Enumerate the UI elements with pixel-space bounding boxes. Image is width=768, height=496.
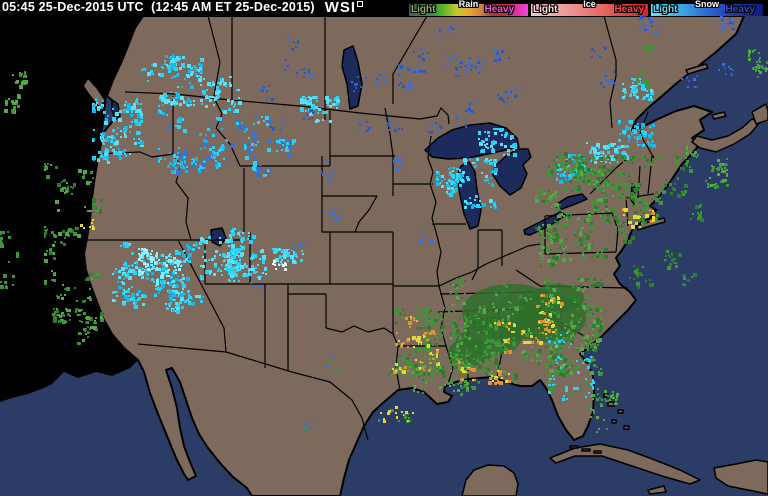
legend-snow-heavy-label: Heavy — [725, 4, 755, 15]
pacific-no-coverage-mask — [0, 16, 143, 402]
radar-map — [0, 16, 768, 496]
legend-snow-bar: Snow Light Heavy — [651, 0, 763, 16]
florida-keys — [569, 445, 602, 454]
legend-rain-label: Rain — [458, 0, 479, 9]
lake-huron — [492, 148, 532, 196]
anticosti-island — [685, 63, 709, 75]
legend-snow-light-label: Light — [653, 4, 678, 15]
lake-michigan — [457, 161, 482, 230]
legend-rain-light-label: Light — [411, 4, 436, 15]
yucatan-peninsula — [461, 464, 519, 496]
legend-ice-heavy-label: Heavy — [614, 4, 644, 15]
legend-ice-label: Ice — [583, 0, 596, 9]
wsi-logo: WSI — [325, 0, 364, 15]
radar-precipitation-layer — [0, 16, 768, 434]
legend-rain-heavy-label: Heavy — [484, 4, 514, 15]
hispaniola — [713, 459, 768, 495]
prince-edward-island — [711, 111, 727, 120]
legend-rain-bar: Rain Light Heavy — [409, 0, 528, 16]
islands — [82, 63, 768, 496]
cuba — [549, 443, 701, 485]
lake-winnipeg — [341, 45, 363, 110]
nova-scotia — [691, 118, 761, 153]
jamaica — [647, 485, 667, 495]
legend-snow-label: Snow — [695, 0, 719, 9]
header-bar: 05:45 25-Dec-2015 UTC (12:45 AM ET 25-De… — [0, 0, 768, 16]
bahamas — [603, 393, 630, 430]
north-america-landmass — [83, 16, 745, 496]
wsi-logo-degree-mark — [357, 1, 364, 7]
timestamp-text: 05:45 25-Dec-2015 UTC (12:45 AM ET 25-De… — [2, 0, 315, 14]
cape-breton-island — [751, 103, 768, 125]
legend-ice-bar: Ice Light Heavy — [531, 0, 648, 16]
precipitation-legend: Rain Light Heavy Ice Light Heavy Snow Li… — [409, 0, 763, 16]
legend-ice-light-label: Light — [533, 4, 558, 15]
